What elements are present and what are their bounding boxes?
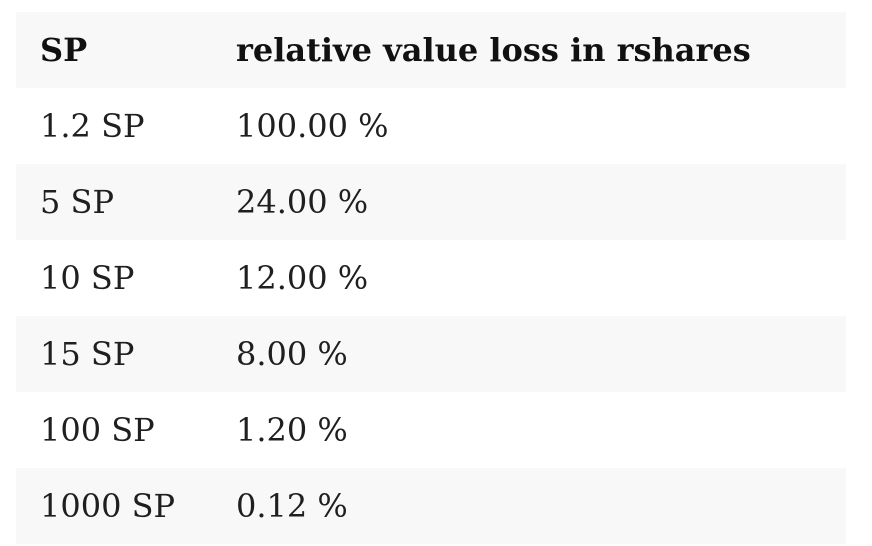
table-row: 1.2 SP 100.00 %: [16, 88, 846, 164]
cell-loss: 1.20 %: [236, 411, 348, 449]
cell-sp: 100 SP: [40, 411, 155, 449]
cell-loss: 8.00 %: [236, 335, 348, 373]
header-loss: relative value loss in rshares: [236, 31, 751, 69]
value-loss-table: SP relative value loss in rshares 1.2 SP…: [16, 12, 846, 544]
table-row: 1000 SP 0.12 %: [16, 468, 846, 544]
cell-sp: 1.2 SP: [40, 107, 145, 145]
table-row: 5 SP 24.00 %: [16, 164, 846, 240]
table-header-row: SP relative value loss in rshares: [16, 12, 846, 88]
cell-loss: 0.12 %: [236, 487, 348, 525]
table-row: 15 SP 8.00 %: [16, 316, 846, 392]
cell-sp: 5 SP: [40, 183, 114, 221]
cell-sp: 15 SP: [40, 335, 135, 373]
header-sp: SP: [40, 31, 88, 69]
cell-sp: 10 SP: [40, 259, 135, 297]
cell-loss: 100.00 %: [236, 107, 389, 145]
table-row: 100 SP 1.20 %: [16, 392, 846, 468]
cell-sp: 1000 SP: [40, 487, 176, 525]
cell-loss: 12.00 %: [236, 259, 369, 297]
table-row: 10 SP 12.00 %: [16, 240, 846, 316]
cell-loss: 24.00 %: [236, 183, 369, 221]
